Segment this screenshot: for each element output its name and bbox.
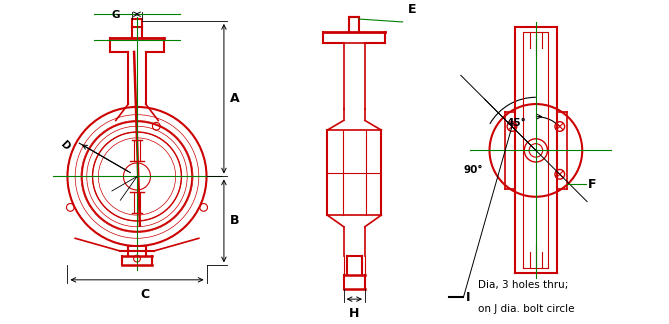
Text: Dia, 3 holes thru;: Dia, 3 holes thru; [478,281,568,290]
Text: 90°: 90° [464,165,483,175]
Text: E: E [407,3,416,16]
Text: F: F [588,178,597,191]
Text: A: A [229,92,240,105]
Text: D: D [58,139,72,153]
Text: B: B [229,214,240,227]
Text: C: C [140,288,149,301]
Text: H: H [349,307,359,320]
Text: G: G [112,10,120,20]
Text: 45°: 45° [506,118,527,128]
Text: on J dia. bolt circle: on J dia. bolt circle [478,304,575,314]
Text: I: I [466,291,471,304]
